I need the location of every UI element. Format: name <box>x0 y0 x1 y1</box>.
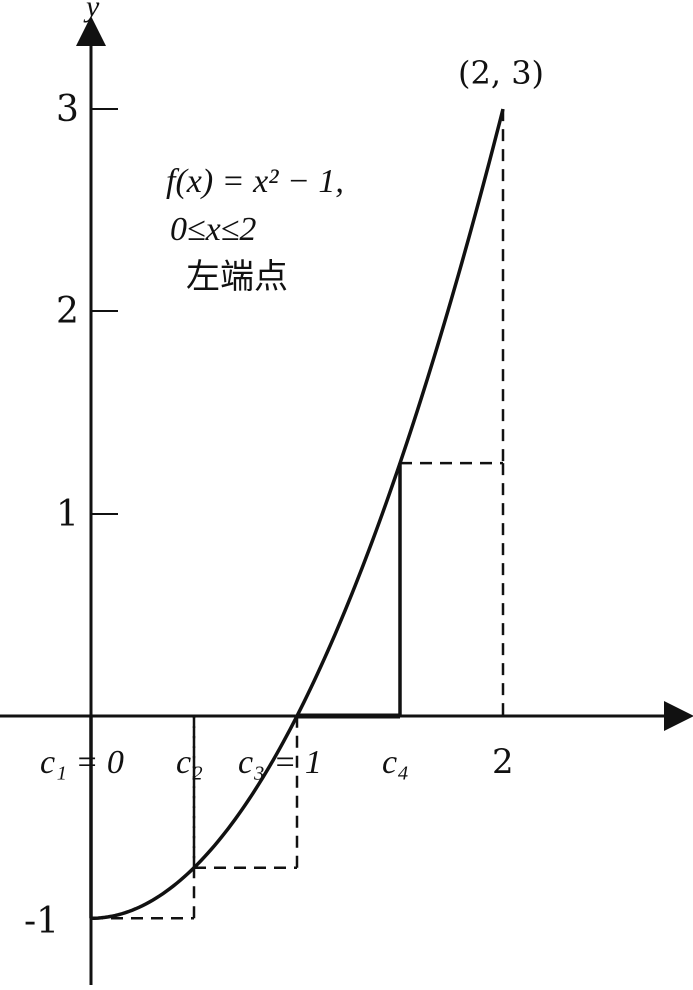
y-axis-label: y <box>83 0 100 23</box>
formula-line-3: 左端点 <box>186 257 288 297</box>
y-tick-label-1: 1 <box>56 494 79 535</box>
x-label-c3: c₃ = 1 <box>238 744 322 781</box>
x-label-c4: c₄ <box>382 744 409 781</box>
y-tick-label-2: 2 <box>56 291 79 332</box>
y-tick-label-neg1: -1 <box>24 901 59 942</box>
x-label-2: 2 <box>492 742 514 782</box>
formula-line-2: 0≤x≤2 <box>170 211 256 248</box>
y-tick-marks <box>91 108 118 515</box>
x-label-c2: c₂ <box>176 744 203 781</box>
left-endpoint-rectangles <box>89 109 505 920</box>
formula-line-1: f(x) = x² − 1, <box>166 163 344 200</box>
endpoint-label: (2, 3) <box>458 54 544 92</box>
x-label-c1: c₁ = 0 <box>40 744 124 781</box>
y-tick-label-3: 3 <box>56 89 79 130</box>
